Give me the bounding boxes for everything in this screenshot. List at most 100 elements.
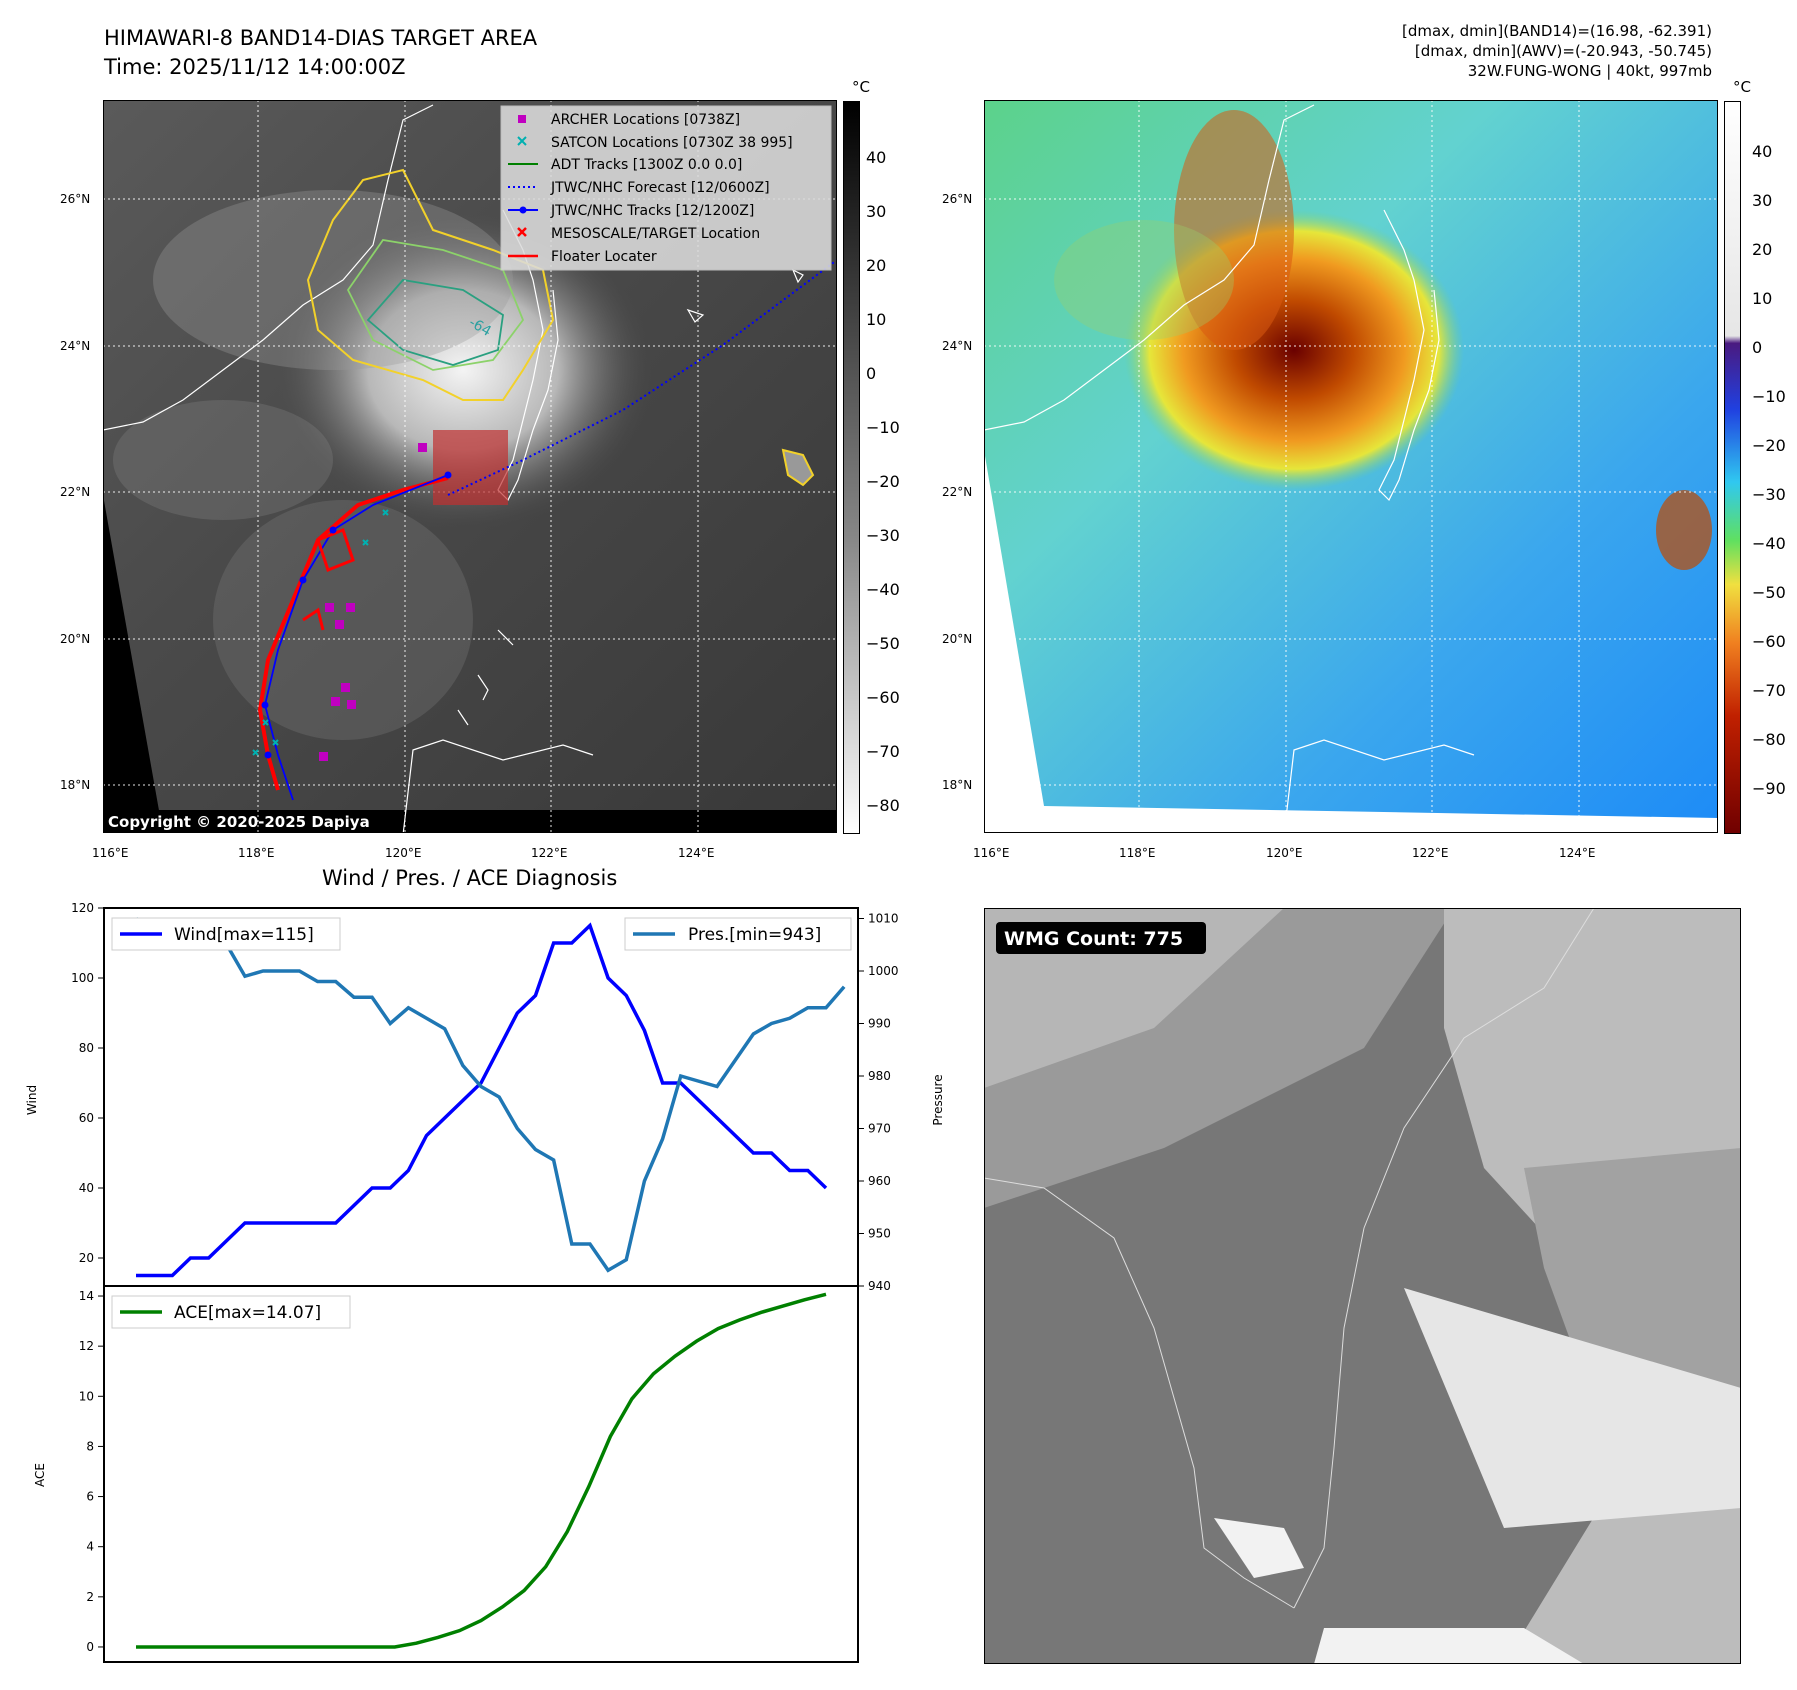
wv-lon-118: 118°E xyxy=(1119,846,1156,860)
ace-legend: ACE[max=14.07] xyxy=(174,1303,321,1323)
ace-line xyxy=(136,1292,827,1649)
ir-tick: −20 xyxy=(866,472,900,491)
ace-tick-label: 8 xyxy=(86,1439,94,1453)
wv-tick: −30 xyxy=(1752,485,1786,504)
ir-lat-24: 24°N xyxy=(60,339,91,353)
wv-colorbar xyxy=(1724,101,1741,834)
ace-tick-label: 6 xyxy=(86,1490,94,1504)
ace-tick-label: 14 xyxy=(79,1289,94,1303)
wind-tick-label: 100 xyxy=(71,971,94,985)
wv-tick: −80 xyxy=(1752,730,1786,749)
ir-tick: −10 xyxy=(866,418,900,437)
ace-tick-label: 12 xyxy=(79,1339,94,1353)
wv-lon-124: 124°E xyxy=(1559,846,1596,860)
wv-colorbar-unit: °C xyxy=(1733,78,1751,96)
pres-tick-label: 1000 xyxy=(868,964,899,978)
ir-lon-116: 116°E xyxy=(92,846,129,860)
pres-tick-label: 950 xyxy=(868,1227,891,1241)
pres-tick-label: 960 xyxy=(868,1174,891,1188)
ace-tick-label: 0 xyxy=(86,1640,94,1654)
legend-forecast: JTWC/NHC Forecast [12/0600Z] xyxy=(550,180,770,196)
legend-target-marker xyxy=(517,227,527,237)
ir-lat-18: 18°N xyxy=(60,778,91,792)
wv-lon-116: 116°E xyxy=(973,846,1010,860)
wv-lat-18: 18°N xyxy=(942,778,973,792)
wind-tick-label: 120 xyxy=(71,901,94,915)
dmax-awv: [dmax, dmin](AWV)=(-20.943, -50.745) xyxy=(1414,42,1712,60)
wv-lat-26: 26°N xyxy=(942,192,973,206)
wind-axis-label: Wind xyxy=(25,1085,39,1115)
pres-tick-label: 980 xyxy=(868,1069,891,1083)
pres-tick-label: 970 xyxy=(868,1122,891,1136)
wind-tick-label: 20 xyxy=(79,1251,94,1265)
ir-lon-120: 120°E xyxy=(385,846,422,860)
pres-legend: Pres.[min=943] xyxy=(688,925,821,945)
wind-tick-label: 60 xyxy=(79,1111,94,1125)
ir-tick: −70 xyxy=(866,742,900,761)
wind-legend: Wind[max=115] xyxy=(174,925,314,945)
map-legend: ARCHER Locations [0738Z] SATCON Location… xyxy=(500,105,832,271)
wv-tick: 30 xyxy=(1752,191,1773,210)
ir-tick: −80 xyxy=(866,796,900,815)
copyright: Copyright © 2020-2025 Dapiya xyxy=(108,813,370,831)
pressure-line xyxy=(134,917,846,1273)
ace-axis-label: ACE xyxy=(33,1463,47,1487)
wv-tick: −70 xyxy=(1752,681,1786,700)
wv-tick: −10 xyxy=(1752,387,1786,406)
diagnosis-title: Wind / Pres. / ACE Diagnosis xyxy=(322,866,618,890)
ir-colorbar xyxy=(843,101,860,834)
ace-tick-label: 2 xyxy=(86,1590,94,1604)
wv-lon-120: 120°E xyxy=(1266,846,1303,860)
wv-tick: −20 xyxy=(1752,436,1786,455)
wv-tick: −50 xyxy=(1752,583,1786,602)
wv-tick: −40 xyxy=(1752,534,1786,553)
pres-axis-label: Pressure xyxy=(931,1074,945,1125)
legend-target: MESOSCALE/TARGET Location xyxy=(551,226,760,242)
wind-pres-frame xyxy=(103,907,859,1287)
wind-tick-label: 80 xyxy=(79,1041,94,1055)
ir-lat-20: 20°N xyxy=(60,632,91,646)
ir-lon-118: 118°E xyxy=(238,846,275,860)
wv-lat-20: 20°N xyxy=(942,632,973,646)
ir-lon-124: 124°E xyxy=(678,846,715,860)
ace-frame xyxy=(103,1285,859,1663)
ir-colorbar-unit: °C xyxy=(852,78,870,96)
wv-tick: −90 xyxy=(1752,779,1786,798)
wv-lat-24: 24°N xyxy=(942,339,973,353)
ir-tick: 40 xyxy=(866,148,887,167)
chart-title: HIMAWARI-8 BAND14-DIAS TARGET AREA xyxy=(104,26,538,50)
wv-tick: 40 xyxy=(1752,142,1773,161)
ir-tick: 20 xyxy=(866,256,887,275)
pres-tick-label: 990 xyxy=(868,1017,891,1031)
wmg-panel: WMG Count: 775 xyxy=(984,908,1741,1664)
chart-time: Time: 2025/11/12 14:00:00Z xyxy=(104,55,406,79)
legend-tracks: JTWC/NHC Tracks [12/1200Z] xyxy=(550,203,754,219)
ir-tick: −60 xyxy=(866,688,900,707)
ir-tick: 10 xyxy=(866,310,887,329)
ace-tick-label: 10 xyxy=(79,1389,94,1403)
ir-tick: −30 xyxy=(866,526,900,545)
legend-archer-marker xyxy=(518,115,526,123)
wmg-count: WMG Count: 775 xyxy=(1004,928,1183,950)
legend-archer: ARCHER Locations [0738Z] xyxy=(551,112,740,128)
ir-tick: −50 xyxy=(866,634,900,653)
ir-tick: 0 xyxy=(866,364,877,383)
ir-lat-26: 26°N xyxy=(60,192,91,206)
ir-tick: 30 xyxy=(866,202,887,221)
wv-tick: −60 xyxy=(1752,632,1786,651)
legend-satcon: SATCON Locations [0730Z 38 995] xyxy=(551,135,793,151)
storm-info: 32W.FUNG-WONG | 40kt, 997mb xyxy=(1467,62,1712,80)
ir-lat-22: 22°N xyxy=(60,485,91,499)
wind-line xyxy=(136,922,828,1278)
legend-floater: Floater Locater xyxy=(551,249,657,265)
wind-tick-label: 40 xyxy=(79,1181,94,1195)
wv-tick: 20 xyxy=(1752,240,1773,259)
wv-map xyxy=(984,100,1718,833)
wv-lat-22: 22°N xyxy=(942,485,973,499)
wv-tick: 0 xyxy=(1752,338,1763,357)
ir-map: -64 ARCHER Locations [0738Z] SATCON L xyxy=(103,100,837,833)
pres-tick-label: 940 xyxy=(868,1279,891,1293)
wv-lon-122: 122°E xyxy=(1412,846,1449,860)
ace-tick-label: 4 xyxy=(86,1540,94,1554)
ir-lon-122: 122°E xyxy=(531,846,568,860)
